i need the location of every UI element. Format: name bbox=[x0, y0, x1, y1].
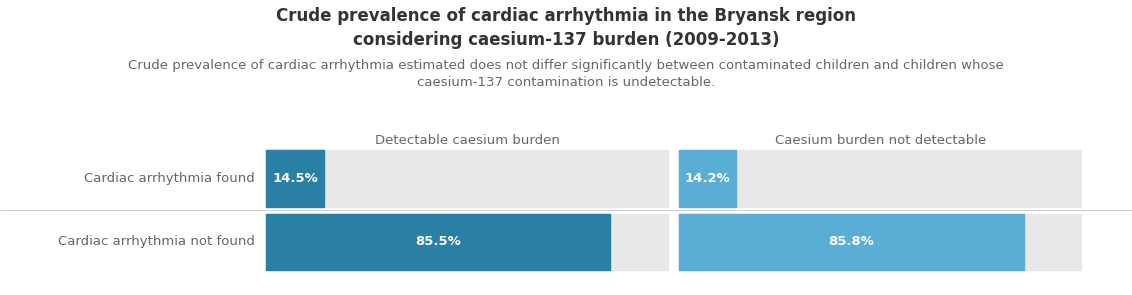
Text: Cardiac arrhythmia found: Cardiac arrhythmia found bbox=[84, 172, 255, 185]
Text: Crude prevalence of cardiac arrhythmia estimated does not differ significantly b: Crude prevalence of cardiac arrhythmia e… bbox=[128, 59, 1004, 89]
Text: Caesium burden not detectable: Caesium burden not detectable bbox=[774, 134, 986, 147]
Text: 85.5%: 85.5% bbox=[415, 235, 461, 248]
Bar bbox=[266, 150, 324, 206]
Text: 85.8%: 85.8% bbox=[829, 235, 875, 248]
Bar bbox=[679, 214, 1081, 270]
Bar bbox=[266, 214, 610, 270]
Text: Detectable caesium burden: Detectable caesium burden bbox=[375, 134, 559, 147]
Bar bbox=[679, 150, 736, 206]
Text: 14.5%: 14.5% bbox=[273, 172, 318, 185]
Bar bbox=[266, 214, 668, 270]
Text: Crude prevalence of cardiac arrhythmia in the Bryansk region
considering caesium: Crude prevalence of cardiac arrhythmia i… bbox=[276, 7, 856, 49]
Text: Cardiac arrhythmia not found: Cardiac arrhythmia not found bbox=[58, 235, 255, 248]
Bar bbox=[679, 214, 1024, 270]
Bar bbox=[679, 150, 1081, 206]
Text: 14.2%: 14.2% bbox=[685, 172, 730, 185]
Bar bbox=[266, 150, 668, 206]
